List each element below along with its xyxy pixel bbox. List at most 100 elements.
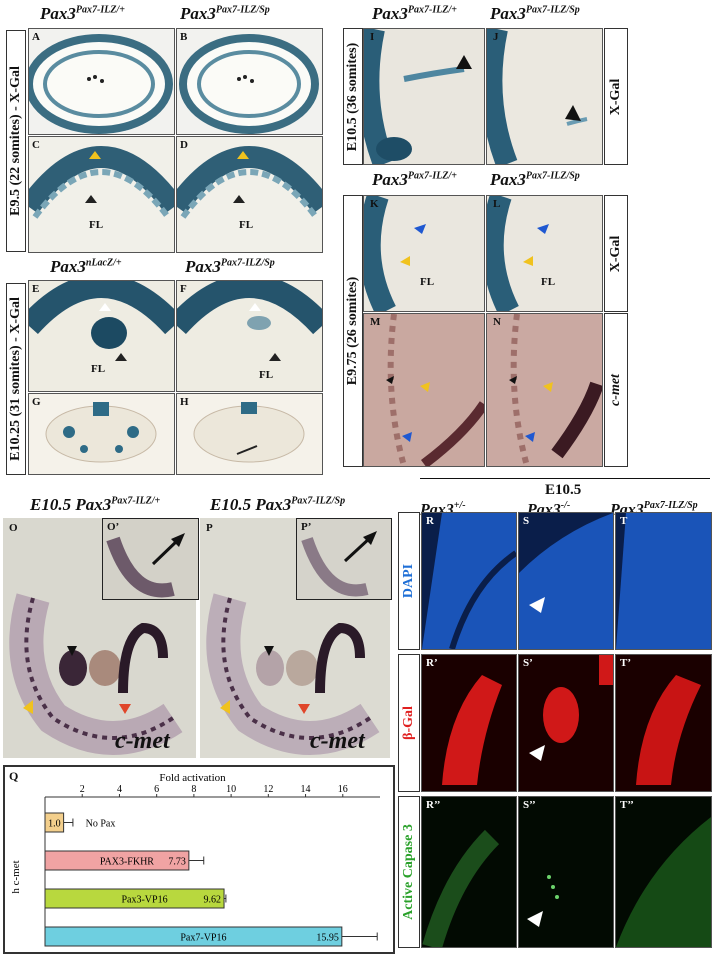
panel-k: K FL xyxy=(363,195,485,312)
panel-r-prime: R’ xyxy=(421,654,517,792)
title-e: Pax3nLacZ/+ xyxy=(50,257,122,276)
fl-d: FL xyxy=(239,219,254,231)
value-label-3: 15.95 xyxy=(316,933,339,944)
side-label-e95: E9.5 (22 somites) - X-Gal xyxy=(6,30,26,252)
panel-d: D FL xyxy=(176,136,323,253)
panel-f: F FL xyxy=(176,280,323,392)
x-tick-label-10: 10 xyxy=(226,784,236,795)
side-label-e105: E10.5 (36 somites) xyxy=(343,28,363,165)
label-r: R xyxy=(426,515,434,527)
panel-m: M xyxy=(363,313,485,467)
title-f: Pax3Pax7-ILZ/Sp xyxy=(185,257,275,276)
row-label-bgal: β-Gal xyxy=(398,654,420,792)
panel-l: L FL xyxy=(486,195,603,312)
label-o: O xyxy=(9,522,18,534)
panel-h: H xyxy=(176,393,323,475)
panel-t-dprime: T’’ xyxy=(615,796,712,948)
label-c: C xyxy=(32,139,40,151)
title-j: Pax3Pax7-ILZ/Sp xyxy=(490,4,580,23)
category-label-2: Pax3-VP16 xyxy=(121,895,167,906)
title-k: Pax3Pax7-ILZ/+ xyxy=(372,170,457,189)
cmet-o: c-met xyxy=(115,728,170,754)
panel-r-dprime: R’’ xyxy=(421,796,517,948)
label-i: I xyxy=(370,31,375,43)
panel-o: O c-met xyxy=(3,518,196,758)
label-m: M xyxy=(370,316,381,328)
x-tick-label-6: 6 xyxy=(154,784,159,795)
panel-j: J xyxy=(486,28,603,165)
x-tick-label-16: 16 xyxy=(338,784,348,795)
label-s: S xyxy=(523,515,530,527)
label-k: K xyxy=(370,198,379,210)
label-p: P xyxy=(206,522,213,534)
x-tick-label-2: 2 xyxy=(80,784,85,795)
panel-o-inset: O’ xyxy=(102,518,199,600)
label-t-dprime: T’’ xyxy=(620,799,634,811)
row-label-caspase: Active Capase 3 xyxy=(398,796,420,948)
label-r-prime: R’ xyxy=(426,657,438,669)
label-n: N xyxy=(493,316,501,328)
panel-s-dprime: S’’ xyxy=(518,796,614,948)
label-p-inset: P’ xyxy=(301,521,312,533)
label-b: B xyxy=(180,31,188,43)
value-label-1: 7.73 xyxy=(168,857,186,868)
label-j: J xyxy=(493,31,499,43)
fl-f: FL xyxy=(259,369,274,381)
panel-b: B xyxy=(176,28,323,135)
panel-t-prime: T’ xyxy=(615,654,712,792)
panel-p-inset: P’ xyxy=(296,518,392,600)
panel-g: G xyxy=(28,393,175,475)
label-l: L xyxy=(493,198,501,210)
label-o-inset: O’ xyxy=(107,521,120,533)
label-s-dprime: S’’ xyxy=(523,799,536,811)
label-a: A xyxy=(32,31,40,43)
chart-title: Fold activation xyxy=(159,772,226,784)
group-label: h c-met xyxy=(10,860,22,893)
conf-header: E10.5 xyxy=(545,482,582,498)
x-tick-label-12: 12 xyxy=(263,784,273,795)
cmet-p: c-met xyxy=(310,728,365,754)
label-e: E xyxy=(32,283,40,295)
label-q: Q xyxy=(9,769,19,783)
x-tick-label-14: 14 xyxy=(301,784,311,795)
panel-s-prime: S’ xyxy=(518,654,614,792)
right-label-xgal-top: X-Gal xyxy=(604,28,628,165)
label-g: G xyxy=(32,396,41,408)
panel-i: I xyxy=(363,28,485,165)
fl-l: FL xyxy=(541,276,556,288)
title-l: Pax3Pax7-ILZ/Sp xyxy=(490,170,580,189)
chart-panel-q: Q Fold activation 2 4 6 8 10 12 14 16 h c-met 1.0 N… xyxy=(3,765,395,954)
title-a: Pax3Pax7-ILZ/+ xyxy=(40,4,125,23)
panel-e: E FL xyxy=(28,280,175,392)
x-tick-label-4: 4 xyxy=(117,784,122,795)
right-label-xgal-mid: X-Gal xyxy=(604,195,628,312)
label-f: F xyxy=(180,283,187,295)
value-label-0: 1.0 xyxy=(48,819,61,830)
label-t-prime: T’ xyxy=(620,657,631,669)
label-h: H xyxy=(180,396,189,408)
title-i: Pax3Pax7-ILZ/+ xyxy=(372,4,457,23)
right-label-cmet: c-met xyxy=(604,313,628,467)
fl-c: FL xyxy=(89,219,104,231)
label-t: T xyxy=(620,515,628,527)
panel-a: A xyxy=(28,28,175,135)
value-label-2: 9.62 xyxy=(204,895,222,906)
fl-e: FL xyxy=(91,363,106,375)
panel-s: S xyxy=(518,512,614,650)
title-p: E10.5 Pax3Pax7-ILZ/Sp xyxy=(210,495,346,514)
label-d: D xyxy=(180,139,188,151)
category-label-3: Pax7-VP16 xyxy=(180,933,226,944)
row-label-dapi: DAPI xyxy=(398,512,420,650)
x-tick-label-8: 8 xyxy=(191,784,196,795)
fl-k: FL xyxy=(420,276,435,288)
category-label-0: No Pax xyxy=(86,819,116,830)
side-label-e975: E9.75 (26 somites) xyxy=(343,195,363,467)
label-r-dprime: R’’ xyxy=(426,799,441,811)
category-label-1: PAX3-FKHR xyxy=(100,857,154,868)
fold-activation-chart: Fold activation 2 4 6 8 10 12 14 16 h c-met 1.0 No … xyxy=(10,772,380,947)
title-o: E10.5 Pax3Pax7-ILZ/+ xyxy=(30,495,161,514)
panel-n: N xyxy=(486,313,603,467)
conf-header-rule xyxy=(420,478,710,479)
label-s-prime: S’ xyxy=(523,657,533,669)
side-label-e1025: E10.25 (31 somites) - X-Gal xyxy=(6,283,26,475)
